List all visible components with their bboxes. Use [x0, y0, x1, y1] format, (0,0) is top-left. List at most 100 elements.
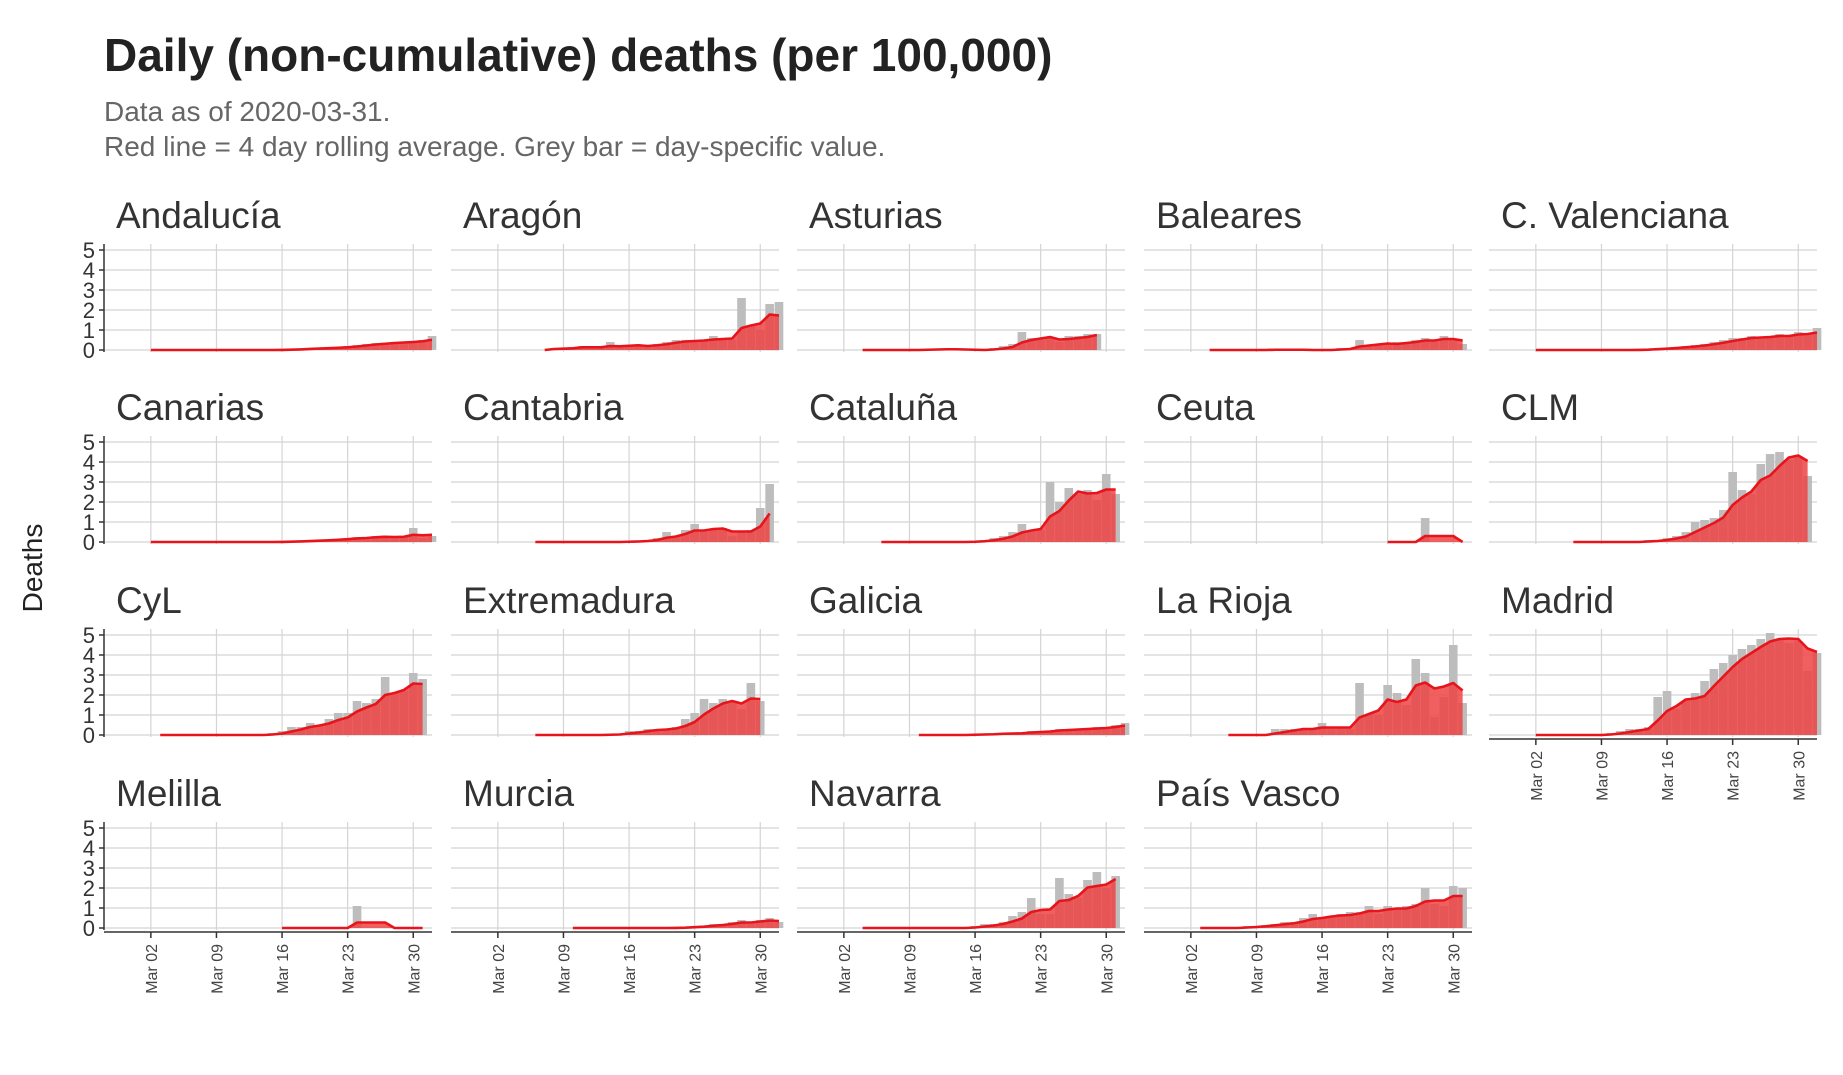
bar-melilla	[352, 906, 362, 928]
line-andalucia	[150, 338, 433, 352]
facet-label-cantabria: Cantabria	[463, 387, 624, 428]
facet-label-extremadura: Extremadura	[463, 580, 675, 621]
y-tick-label: 2	[83, 298, 95, 323]
area-extremadura	[535, 698, 761, 735]
x-tick-label: Mar 16	[622, 944, 639, 994]
line-ceuta	[1387, 534, 1464, 544]
bar-aragon	[737, 298, 746, 350]
y-tick-label: 5	[83, 816, 95, 841]
facet-label-clm: CLM	[1501, 387, 1579, 428]
x-tick-label: Mar 16	[275, 944, 292, 994]
x-tick-label: Mar 02	[837, 944, 854, 994]
y-tick-label: 4	[83, 450, 95, 475]
bar-cataluna	[1111, 494, 1120, 542]
y-tick-label: 1	[83, 318, 95, 343]
chart-subtitle-line-1: Data as of 2020-03-31.	[104, 96, 391, 127]
bar-cataluna	[1045, 482, 1055, 542]
facet-label-asturias: Asturias	[809, 195, 943, 236]
line-cataluna	[881, 488, 1116, 544]
x-tick-label: Mar 16	[968, 944, 985, 994]
x-tick-label: Mar 16	[1660, 751, 1677, 801]
bar-madrid	[1653, 697, 1662, 735]
area-pais-vasco	[1200, 896, 1463, 928]
line-cyl	[160, 682, 423, 737]
x-tick-label: Mar 23	[341, 944, 358, 994]
line-cantabria	[535, 512, 771, 544]
y-tick-label: 2	[83, 683, 95, 708]
area-c-valenciana	[1535, 332, 1817, 350]
bar-clm	[1803, 476, 1812, 542]
x-tick-label: Mar 30	[1446, 944, 1463, 994]
x-tick-label: Mar 09	[1249, 944, 1266, 994]
y-tick-label: 4	[83, 836, 95, 861]
line-murcia	[572, 919, 780, 930]
chart-title: Daily (non-cumulative) deaths (per 100,0…	[104, 29, 1053, 81]
area-canarias	[150, 534, 432, 542]
x-tick-label: Mar 02	[491, 944, 508, 994]
x-tick-label: Mar 23	[688, 944, 705, 994]
x-tick-label: Mar 09	[1594, 751, 1611, 801]
bar-la-rioja	[1458, 703, 1467, 735]
area-murcia	[572, 920, 779, 928]
facet-label-andalucia: Andalucía	[116, 195, 281, 236]
facet-label-galicia: Galicia	[809, 580, 923, 621]
area-galicia	[918, 725, 1125, 735]
y-tick-label: 3	[83, 470, 95, 495]
facet-label-aragon: Aragón	[463, 195, 582, 236]
x-tick-label: Mar 16	[1315, 944, 1332, 994]
y-tick-label: 1	[83, 510, 95, 535]
x-tick-label: Mar 23	[1381, 944, 1398, 994]
y-tick-label: 3	[83, 856, 95, 881]
y-tick-label: 0	[83, 530, 95, 555]
facet-label-navarra: Navarra	[809, 773, 941, 814]
line-asturias	[862, 333, 1098, 352]
line-baleares	[1209, 337, 1463, 352]
x-tick-label: Mar 09	[209, 944, 226, 994]
y-tick-label: 1	[83, 896, 95, 921]
line-melilla	[282, 921, 423, 930]
line-pais-vasco	[1200, 894, 1463, 930]
bar-la-rioja	[1355, 683, 1364, 735]
bar-baleares	[1458, 344, 1467, 350]
x-tick-label: Mar 30	[406, 944, 423, 994]
x-tick-label: Mar 23	[1726, 751, 1743, 801]
x-tick-label: Mar 09	[902, 944, 919, 994]
line-canarias	[150, 533, 433, 544]
facet-label-c-valenciana: C. Valenciana	[1501, 195, 1729, 236]
y-tick-label: 0	[83, 723, 95, 748]
line-navarra	[862, 877, 1117, 930]
x-tick-label: Mar 02	[1184, 944, 1201, 994]
line-c-valenciana	[1535, 331, 1818, 352]
bar-navarra	[1111, 876, 1120, 928]
area-andalucia	[150, 339, 432, 350]
x-tick-label: Mar 02	[1529, 751, 1546, 801]
y-tick-label: 2	[83, 876, 95, 901]
bar-la-rioja	[1270, 729, 1280, 735]
facet-label-baleares: Baleares	[1156, 195, 1302, 236]
y-tick-label: 1	[83, 703, 95, 728]
x-tick-label: Mar 30	[753, 944, 770, 994]
bar-baleares	[1355, 340, 1364, 350]
y-tick-label: 4	[83, 258, 95, 283]
area-baleares	[1209, 339, 1463, 350]
y-tick-label: 5	[83, 238, 95, 263]
facet-label-pais-vasco: País Vasco	[1156, 773, 1340, 814]
facet-label-ceuta: Ceuta	[1156, 387, 1255, 428]
facet-label-madrid: Madrid	[1501, 580, 1614, 621]
area-cataluna	[881, 489, 1116, 542]
area-aragon	[544, 314, 779, 350]
bar-ceuta	[1420, 518, 1430, 542]
y-tick-label: 5	[83, 430, 95, 455]
area-navarra	[862, 879, 1116, 928]
line-aragon	[544, 313, 780, 352]
area-clm	[1573, 455, 1808, 542]
bar-asturias	[1017, 332, 1027, 350]
facet-label-canarias: Canarias	[116, 387, 264, 428]
area-la-rioja	[1228, 682, 1463, 735]
y-tick-label: 2	[83, 490, 95, 515]
y-tick-label: 5	[83, 623, 95, 648]
y-tick-label: 3	[83, 663, 95, 688]
area-melilla	[282, 922, 423, 928]
facet-label-cataluna: Cataluña	[809, 387, 958, 428]
